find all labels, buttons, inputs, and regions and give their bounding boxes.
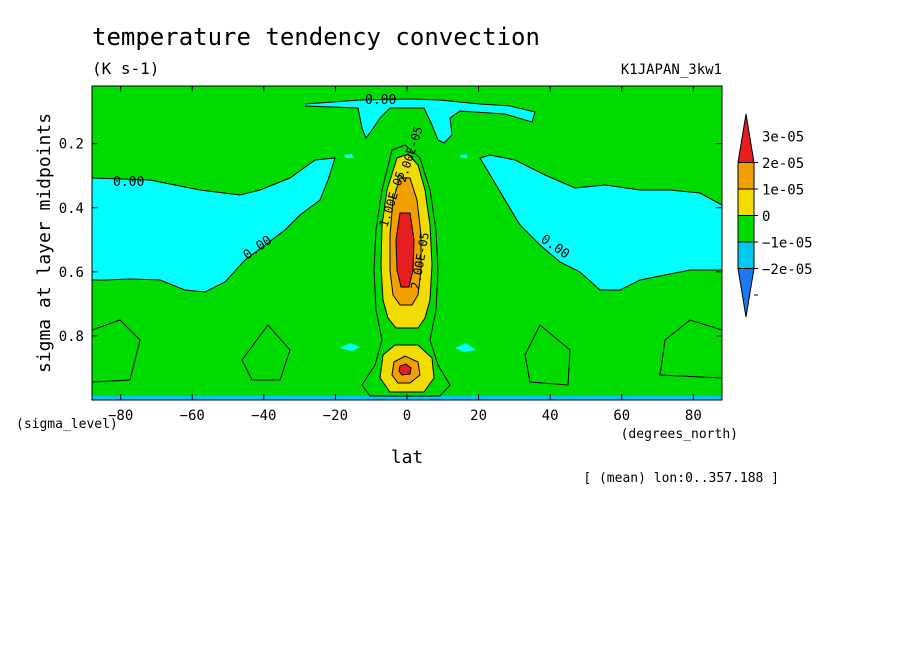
contour-lines: [92, 98, 722, 397]
colorbar-label: 1e-05: [762, 183, 804, 199]
y-tick-label: 0.4: [59, 201, 84, 217]
contour-line: [92, 157, 336, 293]
contour-line: [659, 319, 722, 379]
negative-region-right: [480, 155, 722, 290]
negative-blob: [344, 154, 354, 158]
x-axis-title: lat: [391, 447, 424, 468]
x-units-label: (degrees_north): [621, 427, 738, 442]
contour-line: [241, 324, 291, 381]
contour-label: 0.00: [113, 175, 144, 190]
x-axis: −80 −60 −40 −20 0 20 40 60 80: [108, 86, 702, 424]
negative-blob: [455, 343, 476, 352]
colorbar-swatch: [737, 241, 755, 269]
x-tick-label: −20: [323, 408, 348, 424]
dataset-label: K1JAPAN_3kw1: [621, 62, 722, 78]
x-tick-label: 0: [403, 408, 411, 424]
negative-blob: [340, 343, 360, 351]
negative-region-left: [92, 158, 335, 292]
y-tick-label: 0.8: [59, 329, 84, 345]
x-tick-label: −60: [180, 408, 205, 424]
x-tick-label: 60: [613, 408, 630, 424]
contour-line: [524, 324, 571, 386]
colorbar-label: 0: [762, 209, 770, 225]
colorbar-swatch: [737, 162, 755, 190]
positive-region-red-lower: [398, 363, 412, 376]
contour-line: [304, 98, 536, 144]
colorbar-swatch: [737, 188, 755, 216]
mean-note: [ (mean) lon:0..357.188 ]: [583, 471, 779, 486]
negative-region-top: [305, 99, 535, 143]
x-tick-label: −80: [108, 408, 133, 424]
x-tick-label: 80: [685, 408, 702, 424]
contour-line: [92, 319, 141, 383]
colorbar-label: 3e-05: [762, 130, 804, 146]
colorbar-swatch: [737, 268, 755, 318]
y-axis: 0.2 0.4 0.6 0.8: [59, 137, 722, 345]
y-units-label: (sigma_level): [16, 417, 118, 432]
positive-region-red: [395, 212, 415, 288]
chart-title: temperature tendency convection: [92, 23, 540, 51]
colorbar-label: −2e-05: [762, 262, 813, 278]
contour-line: [479, 154, 722, 291]
colorbar: 3e-05 2e-05 1e-05 0 −1e-05 −2e-05: [737, 113, 813, 318]
x-tick-label: 40: [542, 408, 559, 424]
negative-blob: [460, 154, 468, 158]
colorbar-swatch: [737, 113, 755, 163]
colorbar-swatch: [737, 215, 755, 243]
contour-label: 0.00: [365, 93, 396, 108]
y-axis-title: sigma at layer midpoints: [34, 113, 55, 373]
colorbar-label: 2e-05: [762, 156, 804, 172]
contour-line: [361, 144, 451, 397]
x-tick-label: −40: [251, 408, 276, 424]
x-tick-label: 20: [470, 408, 487, 424]
y-tick-label: 0.2: [59, 137, 84, 153]
y-tick-label: 0.6: [59, 265, 84, 281]
colorbar-label: −1e-05: [762, 236, 813, 252]
chart-units: (K s-1): [92, 59, 159, 78]
plot-area: 0.00 0.00 0.00 0.00 1.00E-05 2.00E-05 2.…: [91, 85, 723, 401]
